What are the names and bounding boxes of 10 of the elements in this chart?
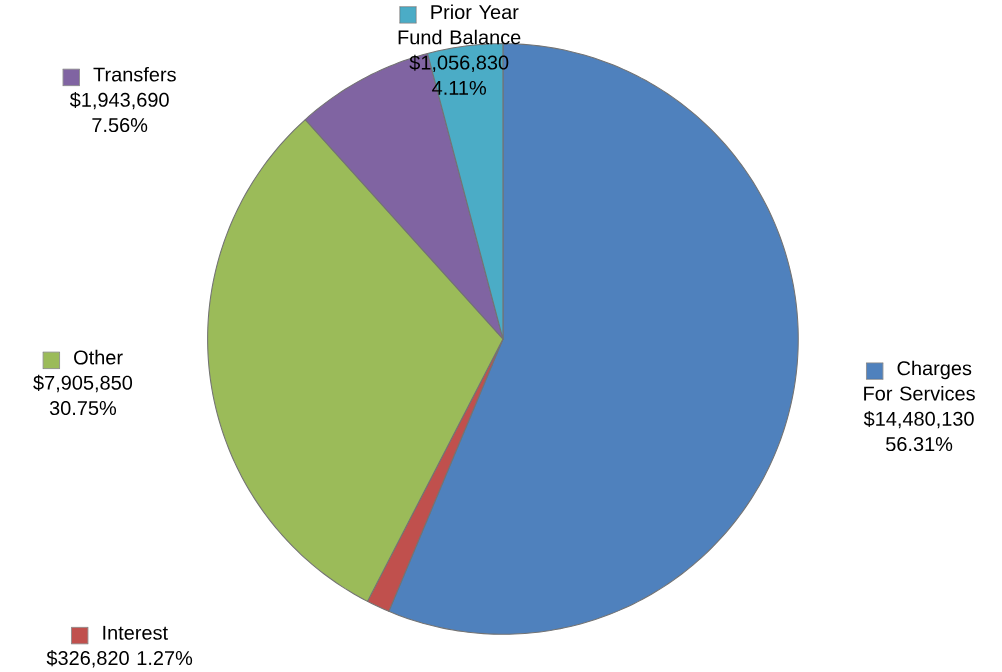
- legend-label: Transfers: [93, 67, 176, 82]
- legend-label: Other: [74, 349, 123, 365]
- data-label: $1,943,690 7.56%: [69, 91, 169, 133]
- legend-label: Interest: [103, 625, 168, 640]
- data-label: $1,056,830 4.11%: [409, 54, 509, 95]
- data-label: $7,905,850 30.75%: [33, 374, 133, 416]
- legend-label: Prior Year Fund Balance: [398, 4, 521, 45]
- data-label: $326,820 1.27%: [46, 650, 193, 668]
- data-label: $14,480,130 56.31%: [863, 410, 974, 452]
- legend-label: Charges For Services: [864, 360, 975, 401]
